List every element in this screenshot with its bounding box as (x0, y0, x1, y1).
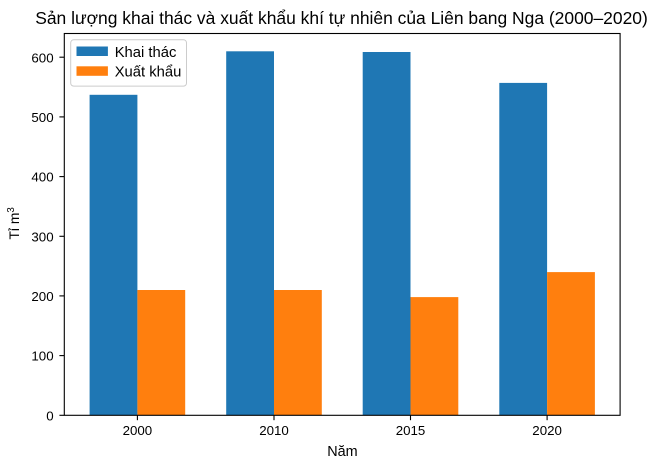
svg-text:600: 600 (31, 50, 53, 65)
svg-text:100: 100 (31, 349, 53, 364)
svg-text:0: 0 (46, 408, 53, 423)
svg-text:Sản lượng khai thác và xuất kh: Sản lượng khai thác và xuất khẩu khí tự … (35, 8, 648, 28)
svg-text:2020: 2020 (532, 423, 562, 438)
svg-text:Khai thác: Khai thác (115, 45, 177, 61)
svg-text:Tỉ m3: Tỉ m3 (6, 207, 22, 239)
svg-text:500: 500 (31, 110, 53, 125)
svg-text:400: 400 (31, 170, 53, 185)
svg-text:300: 300 (31, 229, 53, 244)
svg-text:2000: 2000 (123, 423, 153, 438)
svg-text:200: 200 (31, 289, 53, 304)
svg-text:Xuất khẩu: Xuất khẩu (115, 65, 182, 81)
svg-text:Năm: Năm (327, 444, 357, 460)
svg-text:2015: 2015 (396, 423, 426, 438)
svg-text:2010: 2010 (259, 423, 289, 438)
